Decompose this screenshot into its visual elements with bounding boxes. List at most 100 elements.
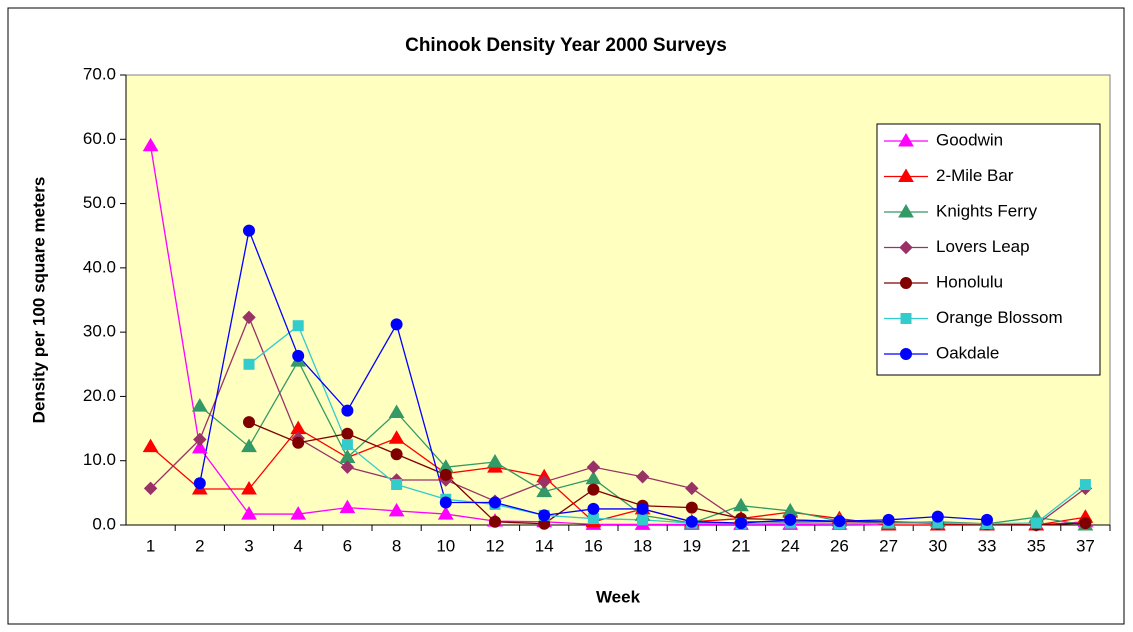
data-point bbox=[685, 501, 698, 514]
data-point bbox=[489, 496, 501, 509]
legend-marker bbox=[900, 313, 912, 324]
y-tick-label: 60.0 bbox=[83, 129, 116, 148]
data-point bbox=[341, 404, 354, 417]
legend-label: 2-Mile Bar bbox=[936, 166, 1014, 185]
legend bbox=[876, 123, 1101, 376]
series-line bbox=[150, 427, 1086, 526]
data-point bbox=[587, 502, 600, 515]
data-point bbox=[243, 358, 255, 370]
data-point bbox=[292, 349, 305, 362]
y-tick-label: 70.0 bbox=[83, 64, 116, 83]
data-point bbox=[241, 481, 257, 495]
data-point bbox=[339, 499, 356, 514]
x-tick-label: 26 bbox=[830, 536, 849, 555]
data-point bbox=[784, 513, 797, 526]
x-tick-label: 24 bbox=[781, 536, 800, 555]
chart-title: Chinook Density Year 2000 Surveys bbox=[405, 35, 727, 56]
data-point bbox=[489, 515, 501, 528]
data-point bbox=[341, 439, 353, 451]
y-tick-label: 20.0 bbox=[83, 386, 116, 405]
data-point bbox=[437, 506, 454, 520]
x-tick-label: 12 bbox=[486, 536, 505, 555]
data-point bbox=[191, 439, 208, 454]
series-line bbox=[248, 324, 1086, 525]
data-point bbox=[586, 460, 601, 474]
data-point bbox=[1079, 479, 1091, 490]
y-tick-label: 10.0 bbox=[83, 450, 116, 469]
y-tick-label: 40.0 bbox=[83, 257, 116, 276]
legend-label: Oakdale bbox=[936, 343, 999, 362]
data-point bbox=[193, 432, 207, 447]
legend-label: Lovers Leap bbox=[936, 237, 1030, 256]
x-tick-label: 21 bbox=[732, 536, 751, 555]
legend-marker bbox=[898, 168, 914, 182]
legend-label: Knights Ferry bbox=[936, 201, 1038, 220]
data-point bbox=[142, 137, 159, 152]
legend-marker bbox=[900, 277, 912, 289]
x-tick-label: 14 bbox=[535, 536, 554, 555]
x-tick-label: 33 bbox=[978, 536, 997, 555]
data-point bbox=[241, 438, 257, 453]
data-point bbox=[636, 502, 649, 515]
legend-marker bbox=[900, 348, 912, 360]
data-point bbox=[637, 514, 649, 526]
data-point bbox=[191, 398, 208, 412]
data-point bbox=[931, 510, 944, 523]
data-point bbox=[833, 515, 846, 528]
x-tick-label: 2 bbox=[195, 536, 204, 555]
data-point bbox=[241, 506, 257, 520]
data-point bbox=[388, 404, 405, 418]
x-tick-label: 18 bbox=[633, 536, 652, 555]
data-point bbox=[538, 509, 551, 522]
data-point bbox=[340, 460, 355, 474]
x-tick-label: 1 bbox=[146, 536, 155, 555]
x-tick-label: 27 bbox=[879, 536, 898, 555]
data-point bbox=[635, 470, 650, 484]
data-point bbox=[536, 483, 553, 498]
data-point bbox=[733, 497, 749, 512]
data-point bbox=[292, 320, 304, 332]
data-point bbox=[143, 481, 158, 496]
data-point bbox=[391, 479, 403, 490]
data-point bbox=[290, 506, 307, 520]
y-tick-label: 30.0 bbox=[83, 322, 116, 341]
data-point bbox=[439, 496, 452, 509]
data-point bbox=[388, 430, 405, 444]
data-point bbox=[587, 483, 600, 496]
x-tick-label: 3 bbox=[244, 536, 253, 555]
y-axis-label: Density per 100 square meters bbox=[29, 177, 48, 424]
x-tick-label: 37 bbox=[1076, 536, 1095, 555]
x-tick-label: 4 bbox=[293, 536, 302, 555]
data-point bbox=[735, 517, 747, 530]
data-point bbox=[243, 224, 255, 237]
data-point bbox=[390, 448, 403, 461]
x-tick-label: 16 bbox=[584, 536, 603, 555]
x-axis-label: Week bbox=[596, 587, 641, 606]
data-point bbox=[537, 475, 551, 489]
x-tick-label: 10 bbox=[436, 536, 455, 555]
data-point bbox=[390, 318, 403, 331]
legend-marker bbox=[898, 133, 914, 147]
legend-label: Orange Blossom bbox=[936, 308, 1063, 327]
data-point bbox=[882, 513, 895, 526]
data-point bbox=[1030, 517, 1042, 529]
legend-marker bbox=[899, 240, 913, 255]
data-point bbox=[685, 481, 699, 496]
data-point bbox=[242, 310, 256, 325]
legend-label: Honolulu bbox=[936, 272, 1003, 291]
data-point bbox=[243, 416, 255, 429]
x-tick-label: 19 bbox=[682, 536, 701, 555]
x-tick-label: 35 bbox=[1027, 536, 1046, 555]
x-tick-label: 30 bbox=[928, 536, 947, 555]
data-point bbox=[341, 427, 354, 440]
data-point bbox=[193, 477, 206, 490]
data-point bbox=[142, 438, 159, 453]
data-point bbox=[587, 513, 599, 525]
y-tick-label: 50.0 bbox=[83, 193, 116, 212]
y-tick-label: 0.0 bbox=[92, 514, 116, 533]
data-point bbox=[981, 513, 993, 526]
data-point bbox=[439, 468, 452, 481]
legend-marker bbox=[898, 204, 914, 218]
data-point bbox=[685, 515, 698, 528]
